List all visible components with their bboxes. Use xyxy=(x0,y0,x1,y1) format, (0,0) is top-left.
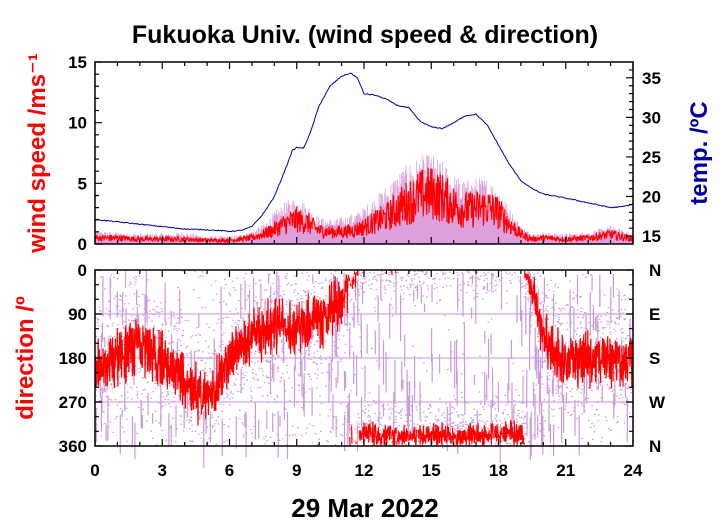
hour-tick-label: 15 xyxy=(422,461,441,480)
direction-tick-label: 270 xyxy=(59,393,87,412)
compass-tick-label: W xyxy=(649,393,666,412)
compass-tick-label: S xyxy=(649,349,660,368)
bottom-tick-marks xyxy=(94,269,634,447)
wind-speed-tick-label: 10 xyxy=(68,114,87,133)
temperature-tick-label: 35 xyxy=(642,69,661,88)
top-plot-ticks: 0 5 10 15 15 20 25 30 35 xyxy=(68,53,661,254)
temperature-tick-label: 20 xyxy=(642,188,661,207)
temperature-line xyxy=(94,72,633,233)
direction-tick-label: 0 xyxy=(78,261,87,280)
temperature-tick-label: 25 xyxy=(642,148,661,167)
wind-speed-tick-label: 5 xyxy=(78,174,87,193)
temperature-axis-label: temp. /ºC xyxy=(686,101,713,204)
temperature-series xyxy=(94,72,633,233)
wind-speed-line xyxy=(94,167,634,245)
date-axis-label: 29 Mar 2022 xyxy=(291,493,438,523)
hour-tick-label: 12 xyxy=(355,461,374,480)
wind-speed-series xyxy=(94,167,634,245)
bottom-plot-ticks: 0 N 90 E 180 S 270 W 360 N 0 3 6 9 12 15 18 21 24 xyxy=(59,261,666,480)
wind-direction-panel: 0 N 90 E 180 S 270 W 360 N 0 3 6 9 12 15 18 21 24 xyxy=(59,261,666,480)
wind-speed-tick-label: 15 xyxy=(68,53,87,72)
hour-tick-label: 0 xyxy=(90,461,99,480)
hour-tick-label: 3 xyxy=(158,461,167,480)
chart-title: Fukuoka Univ. (wind speed & direction) xyxy=(132,21,598,49)
wind-speed-axis-label: wind speed /ms⁻¹ xyxy=(24,53,51,253)
direction-tick-label: 180 xyxy=(59,349,87,368)
direction-tick-label: 360 xyxy=(59,437,87,456)
hour-tick-label: 9 xyxy=(292,461,301,480)
hour-tick-label: 6 xyxy=(225,461,234,480)
compass-tick-label: N xyxy=(649,437,661,456)
direction-tick-label: 90 xyxy=(68,305,87,324)
direction-mean-line xyxy=(94,268,634,447)
temperature-tick-label: 15 xyxy=(642,227,661,246)
hour-tick-label: 24 xyxy=(624,461,643,480)
direction-mean-series xyxy=(94,268,634,447)
wind-speed-temperature-panel: 0 5 10 15 15 20 25 30 35 xyxy=(68,53,661,254)
wind-speed-tick-label: 0 xyxy=(78,235,87,254)
hour-tick-label: 18 xyxy=(489,461,508,480)
compass-tick-label: N xyxy=(649,261,661,280)
top-tick-marks xyxy=(94,61,634,245)
direction-axis-label: direction /º xyxy=(12,296,39,420)
compass-tick-label: E xyxy=(649,305,660,324)
hour-tick-label: 21 xyxy=(556,461,575,480)
temperature-tick-label: 30 xyxy=(642,108,661,127)
